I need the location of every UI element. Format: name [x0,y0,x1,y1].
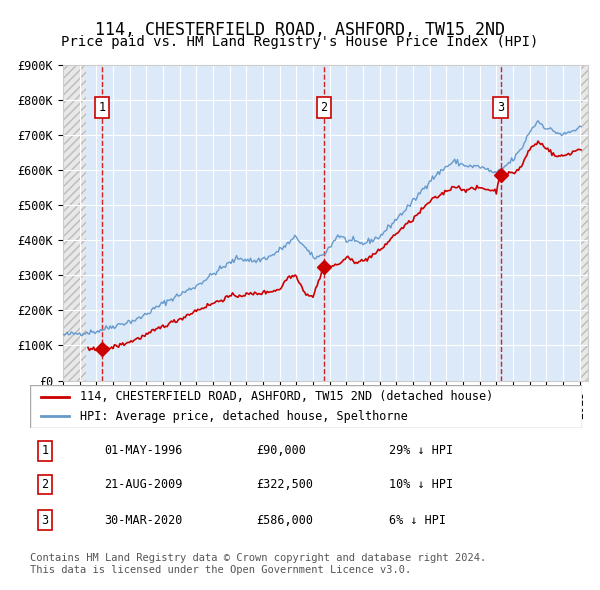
Text: 01-MAY-1996: 01-MAY-1996 [104,444,183,457]
Text: 3: 3 [41,514,49,527]
Text: 114, CHESTERFIELD ROAD, ASHFORD, TW15 2ND: 114, CHESTERFIELD ROAD, ASHFORD, TW15 2N… [95,21,505,39]
Text: 2: 2 [41,478,49,491]
Text: 3: 3 [497,101,504,114]
Bar [581,65,588,381]
Text: 21-AUG-2009: 21-AUG-2009 [104,478,183,491]
FancyBboxPatch shape [30,385,582,428]
Text: £586,000: £586,000 [256,514,313,527]
Bar [63,65,86,381]
Text: 10% ↓ HPI: 10% ↓ HPI [389,478,453,491]
Text: 1: 1 [41,444,49,457]
Text: 30-MAR-2020: 30-MAR-2020 [104,514,183,527]
Text: 6% ↓ HPI: 6% ↓ HPI [389,514,446,527]
Text: 1: 1 [98,101,106,114]
Text: 114, CHESTERFIELD ROAD, ASHFORD, TW15 2ND (detached house): 114, CHESTERFIELD ROAD, ASHFORD, TW15 2N… [80,390,493,403]
Text: £322,500: £322,500 [256,478,313,491]
Text: £90,000: £90,000 [256,444,306,457]
Text: 29% ↓ HPI: 29% ↓ HPI [389,444,453,457]
Text: Contains HM Land Registry data © Crown copyright and database right 2024.
This d: Contains HM Land Registry data © Crown c… [30,553,486,575]
Text: 2: 2 [320,101,327,114]
Text: Price paid vs. HM Land Registry's House Price Index (HPI): Price paid vs. HM Land Registry's House … [61,35,539,50]
Text: HPI: Average price, detached house, Spelthorne: HPI: Average price, detached house, Spel… [80,410,407,423]
